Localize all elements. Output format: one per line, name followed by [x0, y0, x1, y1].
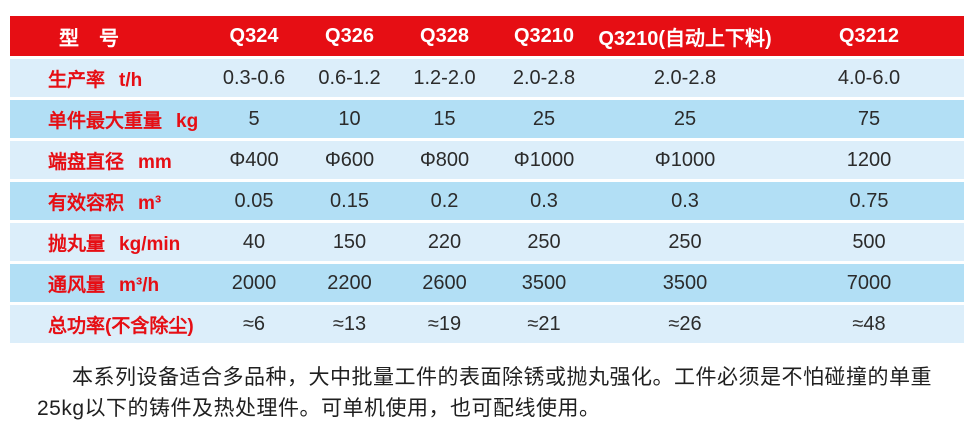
row-label-effective-volume: 有效容积 m³ [10, 182, 206, 220]
row-label-text: 单件最大重量 [48, 110, 163, 132]
cell-value: ≈48 [774, 305, 964, 343]
cell-value: 0.05 [206, 182, 302, 220]
cell-value: 250 [596, 223, 774, 261]
row-label-productivity: 生产率 t/h [10, 59, 206, 97]
cell-value: Φ400 [206, 141, 302, 179]
cell-value: 0.3 [596, 182, 774, 220]
row-label-shot-flow: 抛丸量 kg/min [10, 223, 206, 261]
row-unit: m³ [138, 192, 162, 214]
description-line-2: 25kg以下的铸件及热处理件。可单机使用，也可配线使用。 [37, 397, 601, 420]
cell-value: 500 [774, 223, 964, 261]
column-header-q326: Q326 [302, 16, 397, 56]
cell-value: 4.0-6.0 [774, 59, 964, 97]
cell-value: Φ1000 [596, 141, 774, 179]
row-label-total-power: 总功率(不含除尘) [10, 305, 206, 343]
table-row-ventilation: 通风量 m³/h 2000 2200 2600 3500 3500 7000 [10, 264, 964, 302]
cell-value: 0.15 [302, 182, 397, 220]
row-unit: mm [138, 151, 172, 173]
description-paragraph: 本系列设备适合多品种，大中批量工件的表面除锈或抛丸强化。工件必须是不怕碰撞的单重… [37, 362, 942, 424]
row-unit: m³/h [119, 274, 160, 296]
cell-value: 1200 [774, 141, 964, 179]
row-label-text: 通风量 [48, 274, 106, 296]
row-label-text: 抛丸量 [48, 233, 106, 255]
row-label-disc-diameter: 端盘直径 mm [10, 141, 206, 179]
column-header-q3212: Q3212 [774, 16, 964, 56]
cell-value: Φ800 [397, 141, 492, 179]
cell-value: 150 [302, 223, 397, 261]
column-header-q3210: Q3210 [492, 16, 596, 56]
cell-value: 0.3-0.6 [206, 59, 302, 97]
cell-value: ≈6 [206, 305, 302, 343]
table-row-total-power: 总功率(不含除尘) ≈6 ≈13 ≈19 ≈21 ≈26 ≈48 [10, 305, 964, 343]
cell-value: ≈13 [302, 305, 397, 343]
cell-value: ≈26 [596, 305, 774, 343]
cell-value: ≈19 [397, 305, 492, 343]
cell-value: Φ600 [302, 141, 397, 179]
column-header-q324: Q324 [206, 16, 302, 56]
table-header-row: 型 号 Q324 Q326 Q328 Q3210 Q3210(自动上下料) Q3… [10, 16, 964, 56]
cell-value: 2600 [397, 264, 492, 302]
column-header-model-label: 型 号 [10, 16, 206, 56]
row-unit: t/h [119, 69, 143, 91]
row-label-text: 生产率 [48, 69, 106, 91]
column-header-q328: Q328 [397, 16, 492, 56]
cell-value: 0.75 [774, 182, 964, 220]
spec-table: 型 号 Q324 Q326 Q328 Q3210 Q3210(自动上下料) Q3… [10, 13, 964, 346]
table-row-productivity: 生产率 t/h 0.3-0.6 0.6-1.2 1.2-2.0 2.0-2.8 2… [10, 59, 964, 97]
cell-value: 15 [397, 100, 492, 138]
row-label-text: 端盘直径 [48, 151, 125, 173]
cell-value: 3500 [596, 264, 774, 302]
cell-value: 2.0-2.8 [596, 59, 774, 97]
row-label-text: 总功率(不含除尘) [48, 315, 194, 337]
cell-value: 40 [206, 223, 302, 261]
column-header-q3210-auto: Q3210(自动上下料) [596, 16, 774, 56]
row-unit: kg [176, 110, 199, 132]
table-row-effective-volume: 有效容积 m³ 0.05 0.15 0.2 0.3 0.3 0.75 [10, 182, 964, 220]
cell-value: 5 [206, 100, 302, 138]
cell-value: Φ1000 [492, 141, 596, 179]
cell-value: ≈21 [492, 305, 596, 343]
cell-value: 25 [492, 100, 596, 138]
description-line-1: 本系列设备适合多品种，大中批量工件的表面除锈或抛丸强化。工件必须是不怕碰撞的单重 [72, 366, 932, 389]
row-unit: kg/min [119, 233, 181, 255]
cell-value: 250 [492, 223, 596, 261]
cell-value: 2000 [206, 264, 302, 302]
cell-value: 7000 [774, 264, 964, 302]
cell-value: 0.6-1.2 [302, 59, 397, 97]
row-label-ventilation: 通风量 m³/h [10, 264, 206, 302]
cell-value: 3500 [492, 264, 596, 302]
cell-value: 10 [302, 100, 397, 138]
cell-value: 75 [774, 100, 964, 138]
table-row-disc-diameter: 端盘直径 mm Φ400 Φ600 Φ800 Φ1000 Φ1000 1200 [10, 141, 964, 179]
cell-value: 0.3 [492, 182, 596, 220]
table-row-max-piece-weight: 单件最大重量 kg 5 10 15 25 25 75 [10, 100, 964, 138]
row-label-max-piece-weight: 单件最大重量 kg [10, 100, 206, 138]
table-row-shot-flow: 抛丸量 kg/min 40 150 220 250 250 500 [10, 223, 964, 261]
cell-value: 25 [596, 100, 774, 138]
cell-value: 0.2 [397, 182, 492, 220]
cell-value: 2200 [302, 264, 397, 302]
cell-value: 220 [397, 223, 492, 261]
cell-value: 1.2-2.0 [397, 59, 492, 97]
cell-value: 2.0-2.8 [492, 59, 596, 97]
spec-sheet-page: 型 号 Q324 Q326 Q328 Q3210 Q3210(自动上下料) Q3… [0, 13, 978, 424]
row-label-text: 有效容积 [48, 192, 125, 214]
